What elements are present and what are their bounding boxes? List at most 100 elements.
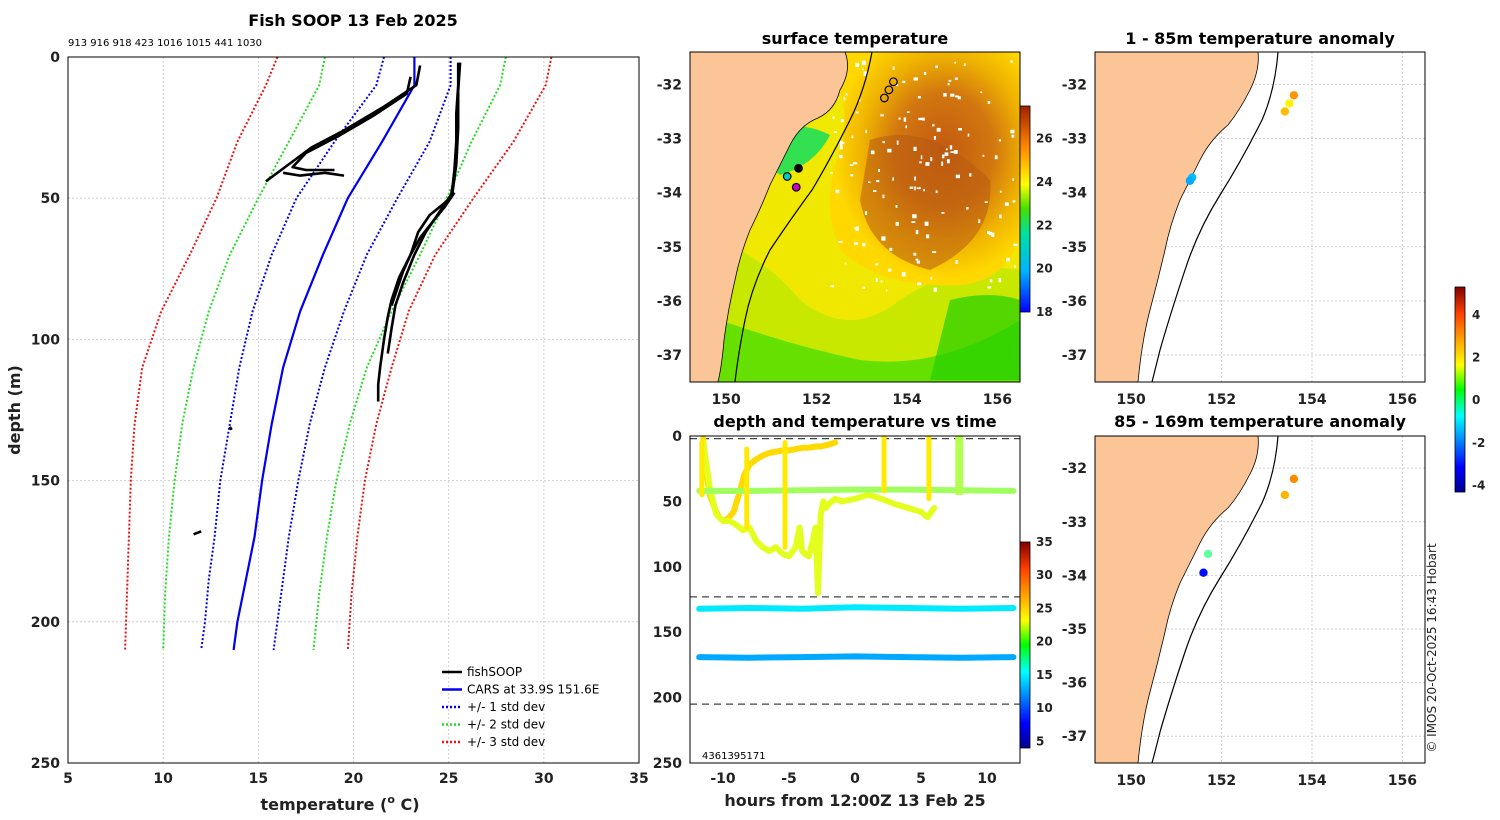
sst-xtick-label: 156 bbox=[983, 392, 1012, 408]
sst-cloud-speck bbox=[991, 232, 995, 237]
timeseries-colorbar-tick: 10 bbox=[1036, 701, 1053, 715]
timeseries-colorbar-tick: 35 bbox=[1036, 535, 1053, 549]
profile-series bbox=[124, 56, 553, 651]
sst-cloud-speck bbox=[1010, 129, 1015, 134]
map-xtick-label: 150 bbox=[1117, 773, 1146, 789]
map-ytick-label: -32 bbox=[1062, 461, 1087, 477]
anomaly-colorbar-tick: 4 bbox=[1472, 308, 1480, 322]
sst-cloud-speck bbox=[1013, 265, 1017, 268]
sst-cloud-speck bbox=[862, 243, 866, 247]
sst-cloud-speck bbox=[835, 189, 840, 194]
sst-cloud-speck bbox=[1004, 202, 1009, 206]
timeseries-ytick-label: 0 bbox=[672, 429, 682, 445]
sst-cloud-speck bbox=[880, 280, 883, 283]
sst-cloud-speck bbox=[838, 241, 843, 243]
sst-cloud-speck bbox=[873, 190, 877, 192]
sst-cloud-speck bbox=[963, 63, 966, 66]
sst-cloud-speck bbox=[980, 91, 983, 93]
anomaly-colorbar-ticks: 4 2 0 -2 -4 bbox=[1472, 308, 1485, 493]
profile-line--3-std bbox=[124, 56, 279, 651]
sst-ytick-label: -36 bbox=[657, 294, 682, 310]
sst-map-image bbox=[690, 52, 1020, 382]
sst-cloud-speck bbox=[833, 131, 837, 133]
sst-cloud-speck bbox=[914, 176, 916, 181]
timeseries-xtick-label: -5 bbox=[781, 771, 797, 787]
sst-cloud-speck bbox=[849, 164, 854, 166]
profile-line--1-std bbox=[272, 57, 452, 651]
sst-cloud-speck bbox=[988, 231, 993, 236]
anomaly-colorbar-tick: 0 bbox=[1472, 393, 1480, 407]
anomaly-shallow-frame bbox=[1094, 51, 1426, 383]
sst-cloud-speck bbox=[941, 212, 945, 214]
sst-colorbar-tick: 18 bbox=[1036, 305, 1053, 319]
sst-cloud-speck bbox=[901, 272, 906, 277]
sst-cloud-speck bbox=[840, 119, 844, 123]
sst-colorbar-tick: 26 bbox=[1036, 132, 1053, 146]
sst-cloud-speck bbox=[943, 93, 947, 97]
timeseries-colorbar-tick: 30 bbox=[1036, 568, 1053, 582]
profile-line-fishsoop-d bbox=[291, 76, 412, 172]
profile-line--1-std bbox=[200, 56, 385, 651]
sst-cloud-speck bbox=[915, 229, 919, 235]
sst-ytick-label: -37 bbox=[657, 348, 682, 364]
sst-cloud-speck bbox=[920, 155, 923, 160]
profile-line-fishsoop-h bbox=[193, 530, 202, 536]
timeseries-colorbar-tick: 20 bbox=[1036, 635, 1053, 649]
sst-cloud-speck bbox=[933, 136, 936, 140]
anomaly-point bbox=[1289, 91, 1299, 100]
sst-cloud-speck bbox=[1010, 60, 1013, 63]
sst-cloud-speck bbox=[1006, 257, 1010, 262]
anomaly-deep-points bbox=[1199, 474, 1299, 577]
sst-cloud-speck bbox=[933, 287, 937, 292]
sst-cloud-speck bbox=[909, 186, 914, 189]
sst-station-marker bbox=[889, 77, 898, 87]
sst-cloud-speck bbox=[903, 117, 907, 122]
sst-cloud-speck bbox=[830, 285, 835, 288]
sst-cloud-speck bbox=[830, 172, 833, 174]
sst-cloud-speck bbox=[957, 96, 961, 100]
anomaly-shallow-land bbox=[1095, 52, 1259, 382]
sst-cloud-speck bbox=[881, 236, 886, 241]
sst-cloud-speck bbox=[941, 161, 944, 166]
sst-colorbar-tick: 20 bbox=[1036, 262, 1053, 276]
timeseries-trace-surface-loop bbox=[700, 436, 839, 524]
profile-ylabel: depth (m) bbox=[5, 365, 24, 455]
credit-text: © IMOS 20-Oct-2025 16:43 Hobart bbox=[1425, 543, 1439, 753]
anomaly-deep-isobath bbox=[1151, 436, 1279, 763]
sst-cloud-speck bbox=[998, 278, 1002, 283]
sst-cloud-speck bbox=[917, 96, 921, 99]
anomaly-point bbox=[1280, 107, 1290, 116]
sst-cloud-speck bbox=[924, 221, 929, 226]
sst-cloud-speck bbox=[942, 154, 945, 159]
map-xtick-label: 150 bbox=[1117, 392, 1146, 408]
sst-cloud-speck bbox=[855, 111, 859, 114]
sst-cloud-speck bbox=[868, 181, 871, 183]
sst-isobath bbox=[734, 52, 873, 382]
timeseries-cast-block bbox=[955, 436, 964, 495]
sst-cloud-speck bbox=[936, 127, 941, 132]
sst-cloud-speck bbox=[895, 205, 898, 208]
anomaly-colorbar-tick: 2 bbox=[1472, 350, 1480, 364]
timeseries-title: depth and temperature vs time bbox=[713, 412, 996, 431]
sst-cloud-speck bbox=[918, 117, 923, 121]
sst-cloud-speck bbox=[889, 247, 893, 251]
map-xtick-label: 156 bbox=[1388, 773, 1417, 789]
sst-cloud-speck bbox=[978, 219, 981, 224]
profile-cast-ids: 913 916 918 423 1016 1015 441 1030 bbox=[68, 38, 262, 49]
sst-cloud-speck bbox=[950, 151, 955, 153]
profile-xlabel: temperature (o C) bbox=[260, 793, 419, 814]
anomaly-point bbox=[1185, 176, 1195, 185]
sst-cloud-speck bbox=[882, 194, 885, 199]
sst-colorbar bbox=[1019, 105, 1031, 313]
sst-cloud-speck bbox=[955, 260, 958, 264]
anomaly-point bbox=[1199, 568, 1208, 577]
profile-line-fishsoop-f bbox=[390, 191, 456, 306]
sst-cloud-speck bbox=[955, 95, 959, 98]
sst-xtick-label: 154 bbox=[892, 392, 921, 408]
anomaly-colorbar-tick: -2 bbox=[1472, 436, 1485, 450]
map-xtick-label: 154 bbox=[1297, 773, 1326, 789]
sst-cloud-speck bbox=[842, 141, 845, 145]
profile-xtick-label: 15 bbox=[249, 771, 268, 787]
sst-cloud-speck bbox=[994, 155, 998, 160]
